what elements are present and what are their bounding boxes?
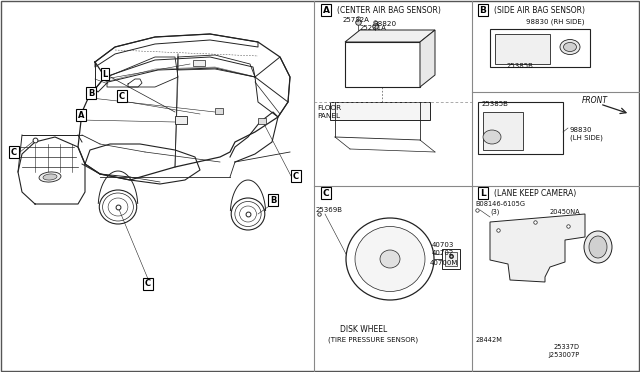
Ellipse shape: [43, 174, 57, 180]
Text: 20450NA: 20450NA: [549, 209, 580, 215]
Text: A: A: [323, 6, 330, 15]
Text: B: B: [270, 196, 276, 205]
Text: FLOOR: FLOOR: [317, 105, 341, 111]
Text: (LANE KEEP CAMERA): (LANE KEEP CAMERA): [494, 189, 576, 198]
Ellipse shape: [560, 39, 580, 55]
Text: C: C: [145, 279, 151, 289]
Bar: [478, 102, 563, 154]
Text: (SIDE AIR BAG SENSOR): (SIDE AIR BAG SENSOR): [494, 6, 585, 15]
Bar: [215, 108, 223, 114]
Text: 25337D: 25337D: [554, 344, 580, 350]
Text: 25385B: 25385B: [507, 63, 533, 69]
Bar: [483, 112, 523, 150]
Ellipse shape: [563, 42, 577, 51]
Text: C: C: [323, 189, 330, 198]
Text: A: A: [77, 110, 84, 119]
Text: B08146-6105G: B08146-6105G: [475, 201, 525, 207]
Ellipse shape: [102, 193, 133, 221]
Text: (LH SIDE): (LH SIDE): [570, 135, 603, 141]
Ellipse shape: [346, 218, 434, 300]
Text: L: L: [102, 70, 108, 78]
Ellipse shape: [235, 202, 261, 227]
Text: C: C: [293, 171, 299, 180]
Text: C: C: [11, 148, 17, 157]
Ellipse shape: [584, 231, 612, 263]
Ellipse shape: [99, 190, 137, 224]
Polygon shape: [420, 30, 435, 87]
Bar: [258, 118, 266, 124]
Text: L: L: [480, 189, 486, 198]
Polygon shape: [345, 30, 435, 42]
Text: 25732A: 25732A: [343, 17, 370, 23]
Bar: [495, 34, 550, 64]
Text: 28442M: 28442M: [476, 337, 503, 343]
Text: 40700M: 40700M: [430, 260, 458, 266]
Text: (3): (3): [490, 209, 499, 215]
Text: FRONT: FRONT: [582, 96, 608, 105]
Bar: [445, 252, 457, 266]
Ellipse shape: [239, 206, 257, 222]
Ellipse shape: [380, 250, 400, 268]
Text: PANEL: PANEL: [317, 113, 340, 119]
Text: DISK WHEEL: DISK WHEEL: [340, 326, 387, 334]
Bar: [442, 249, 460, 269]
Text: 25231A: 25231A: [360, 25, 387, 31]
Bar: [330, 102, 430, 120]
Text: 40703: 40703: [432, 242, 454, 248]
Ellipse shape: [39, 172, 61, 182]
Text: 98820: 98820: [373, 21, 397, 27]
Bar: [345, 42, 420, 87]
Text: 98830: 98830: [570, 127, 593, 133]
Bar: [490, 29, 590, 67]
Ellipse shape: [108, 198, 128, 216]
Text: 98830 (RH SIDE): 98830 (RH SIDE): [525, 19, 584, 25]
Bar: [193, 60, 205, 66]
Text: (TIRE PRESSURE SENSOR): (TIRE PRESSURE SENSOR): [328, 337, 418, 343]
Ellipse shape: [355, 227, 425, 292]
Text: B: B: [88, 89, 94, 97]
Bar: [175, 116, 187, 124]
Polygon shape: [490, 214, 585, 282]
Text: 25369B: 25369B: [316, 207, 343, 213]
Text: 25385B: 25385B: [482, 101, 509, 107]
Text: C: C: [119, 92, 125, 100]
Text: (CENTER AIR BAG SENSOR): (CENTER AIR BAG SENSOR): [337, 6, 441, 15]
Text: B: B: [479, 6, 486, 15]
Text: 40702: 40702: [432, 250, 454, 256]
Text: J253007P: J253007P: [548, 352, 580, 358]
Ellipse shape: [231, 198, 265, 230]
Ellipse shape: [589, 236, 607, 258]
Ellipse shape: [483, 130, 501, 144]
